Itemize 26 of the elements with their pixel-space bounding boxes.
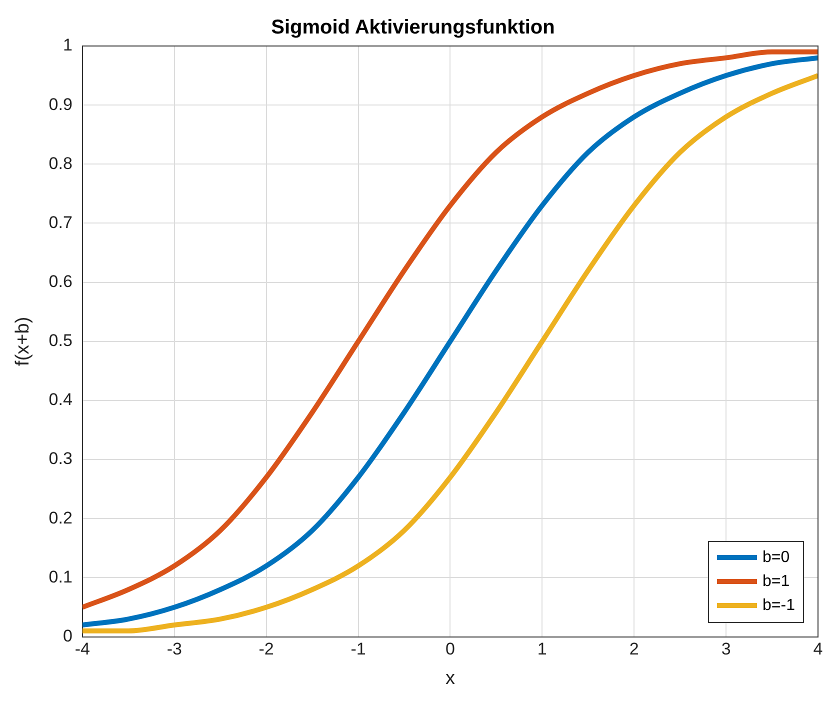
y-tick-label: 0.4	[48, 390, 72, 410]
y-tick-label: 1	[62, 36, 72, 55]
chart-title: Sigmoid Aktivierungsfunktion	[271, 16, 555, 39]
x-tick-label: 3	[721, 640, 731, 659]
y-tick-label: 0.6	[48, 272, 72, 292]
x-tick-label: -4	[74, 640, 90, 659]
x-tick-label: -1	[350, 640, 366, 659]
y-tick-label: 0.1	[48, 567, 72, 586]
y-tick-label: 0.7	[48, 212, 72, 232]
y-tick-label: 0	[62, 626, 72, 646]
legend-label: b=-1	[762, 596, 795, 615]
x-tick-label: -3	[166, 640, 182, 659]
y-tick-label: 0.3	[48, 449, 72, 468]
x-tick-label: 2	[629, 640, 639, 659]
legend-label: b=0	[762, 548, 790, 567]
x-tick-label: 1	[537, 640, 547, 659]
y-axis-title: f(x+b)	[12, 316, 34, 366]
legend-label: b=1	[762, 572, 790, 591]
x-axis-title: x	[445, 668, 456, 689]
x-tick-label: 4	[813, 640, 823, 659]
y-tick-label: 0.2	[48, 508, 72, 528]
x-tick-label: 0	[445, 640, 455, 659]
y-tick-label: 0.5	[48, 331, 72, 350]
x-tick-label: -2	[258, 640, 274, 659]
y-tick-label: 0.8	[48, 154, 72, 173]
y-tick-label: 0.9	[48, 94, 72, 114]
